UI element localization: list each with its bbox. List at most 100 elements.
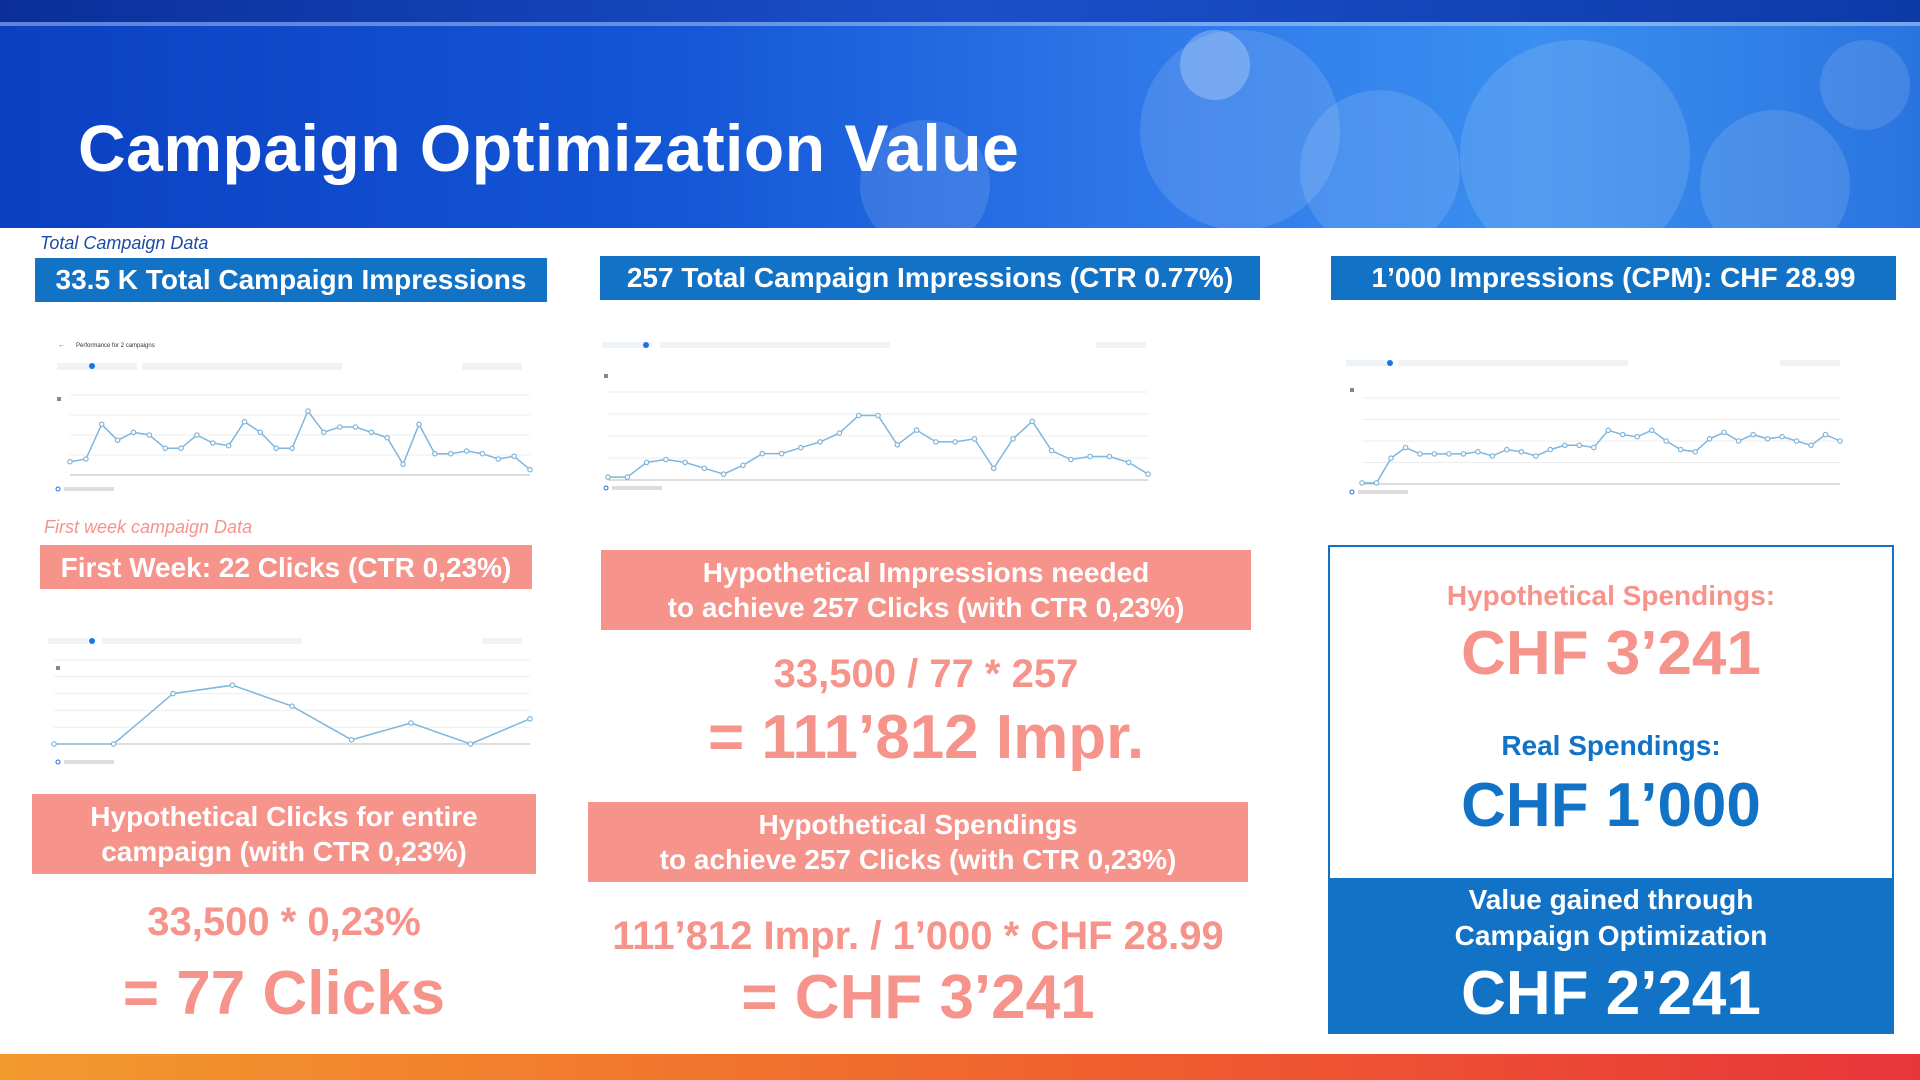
label-hypothetical-spendings-mid: Hypothetical Spendings to achieve 257 Cl… <box>588 802 1248 882</box>
cpm-data-point <box>1576 442 1583 449</box>
cpm-data-point <box>1706 436 1713 442</box>
impr-data-point <box>368 429 375 436</box>
clicks-data-point <box>701 465 708 472</box>
chart-total-clicks <box>596 330 1156 495</box>
clicks-data-point <box>740 462 746 469</box>
value-gained-panel <box>1328 878 1894 1034</box>
impr-data-point <box>463 448 470 454</box>
impr-data-point <box>479 450 486 457</box>
week-data-point <box>170 690 176 697</box>
cpm-data-point <box>1533 453 1539 459</box>
clicks-data-point <box>971 436 978 442</box>
cpm-data-point <box>1431 451 1438 457</box>
clicks-data-point <box>643 459 650 466</box>
chart-cpm <box>1340 350 1850 500</box>
header-divider <box>0 22 1920 26</box>
cpm-data-point <box>1373 480 1380 486</box>
impr-data-point <box>83 456 89 462</box>
impr-data-point <box>162 445 169 452</box>
impr-data-point <box>400 461 406 468</box>
bokeh-decoration <box>860 120 990 228</box>
real-spendings-value: CHF 1’000 <box>1461 771 1761 840</box>
impressions-chart-svg: ← Performance for 2 campaigns <box>55 342 533 492</box>
clicks-data-point <box>990 465 997 472</box>
impr-data-point <box>336 424 343 430</box>
cpm-data-point <box>1692 449 1699 455</box>
impr-data-point <box>416 421 422 428</box>
cpm-data-point <box>1547 446 1554 453</box>
impr-data-point <box>225 442 232 449</box>
svg-text:Performance for 2 campaigns: Performance for 2 campaigns <box>76 343 155 349</box>
cpm-data-point <box>1721 429 1727 436</box>
impr-data-point <box>146 432 153 438</box>
cpm-series-line <box>1362 429 1841 484</box>
clicks-data-point <box>1048 447 1055 454</box>
impr-data-point <box>305 408 311 414</box>
clicks-data-point <box>778 450 785 457</box>
impr-data-point <box>194 432 200 438</box>
impr-data-point <box>130 429 137 436</box>
clicks-data-point <box>1106 453 1113 460</box>
clicks-data-point <box>836 430 843 436</box>
week-data-point <box>229 682 236 689</box>
clicks-data-point <box>1068 456 1074 463</box>
clicks-data-point <box>1125 459 1132 466</box>
clicks-data-point <box>894 442 901 448</box>
label-cpm: 1’000 Impressions (CPM): CHF 28.99 <box>1331 256 1896 300</box>
clicks-data-point <box>720 471 727 477</box>
cpm-data-point <box>1808 442 1814 449</box>
cpm-data-point <box>1460 451 1467 457</box>
clicks-data-point <box>624 474 631 480</box>
formula-clicks: 33,500 * 0,23% <box>147 900 421 944</box>
week-data-point <box>408 720 414 726</box>
svg-text:←: ← <box>58 342 65 349</box>
header-top-band <box>0 0 1920 22</box>
cpm-data-point <box>1779 433 1785 440</box>
cpm-data-point <box>1677 446 1684 453</box>
chart-total-impressions: ← Performance for 2 campaigns <box>42 335 536 495</box>
footer-bar <box>0 1054 1920 1080</box>
result-impressions: = 111’812 Impr. <box>707 703 1145 772</box>
impr-data-point <box>431 450 438 457</box>
impr-data-point <box>289 445 295 452</box>
impr-data-point <box>67 458 73 465</box>
impr-data-point <box>447 450 454 457</box>
clicks-data-point <box>1087 453 1093 460</box>
clicks-data-point <box>682 459 688 466</box>
cpm-data-point <box>1648 427 1655 434</box>
bokeh-decoration <box>1700 110 1850 228</box>
clicks-data-point <box>1029 418 1036 425</box>
hypothetical-spendings-value: CHF 3’241 <box>1461 619 1761 688</box>
week-data-point <box>51 741 57 747</box>
cpm-data-point <box>1663 438 1670 444</box>
cpm-data-point <box>1359 480 1365 486</box>
impr-data-point <box>352 424 359 430</box>
cpm-data-point <box>1837 438 1843 444</box>
clicks-data-point <box>933 439 939 445</box>
clicks-data-point <box>759 450 766 457</box>
clicks-data-point <box>952 439 958 445</box>
week-data-point <box>348 737 355 743</box>
cpm-data-point <box>1793 438 1800 444</box>
formula-impressions: 33,500 / 77 * 257 <box>773 652 1079 696</box>
label-hypothetical-impressions-line1: Hypothetical Impressions needed <box>702 557 1150 588</box>
clicks-series-line <box>608 414 1149 478</box>
bokeh-decoration <box>1180 30 1250 100</box>
label-hypothetical-impressions: Hypothetical Impressions needed to achie… <box>601 550 1251 630</box>
result-clicks: = 77 Clicks <box>122 959 446 1028</box>
impr-data-point <box>178 445 184 452</box>
bokeh-decoration <box>1820 40 1910 130</box>
label-hypothetical-spendings-line1: Hypothetical Spendings <box>758 809 1078 840</box>
first-week-chart-svg <box>48 638 533 765</box>
clicks-data-point <box>605 474 611 480</box>
label-first-week-clicks: First Week: 22 Clicks (CTR 0,23%) <box>40 545 532 589</box>
week-data-point <box>289 703 295 710</box>
caption-total-campaign: Total Campaign Data <box>40 233 209 253</box>
cpm-data-point <box>1750 431 1756 438</box>
label-hypothetical-spendings-line2: to achieve 257 Clicks (with CTR 0,23%) <box>659 844 1177 875</box>
cpm-data-point <box>1735 438 1742 444</box>
cpm-data-point <box>1634 433 1641 440</box>
impr-data-point <box>98 421 105 428</box>
clicks-data-point <box>875 412 881 419</box>
label-total-impressions: 33.5 K Total Campaign Impressions <box>35 258 547 302</box>
